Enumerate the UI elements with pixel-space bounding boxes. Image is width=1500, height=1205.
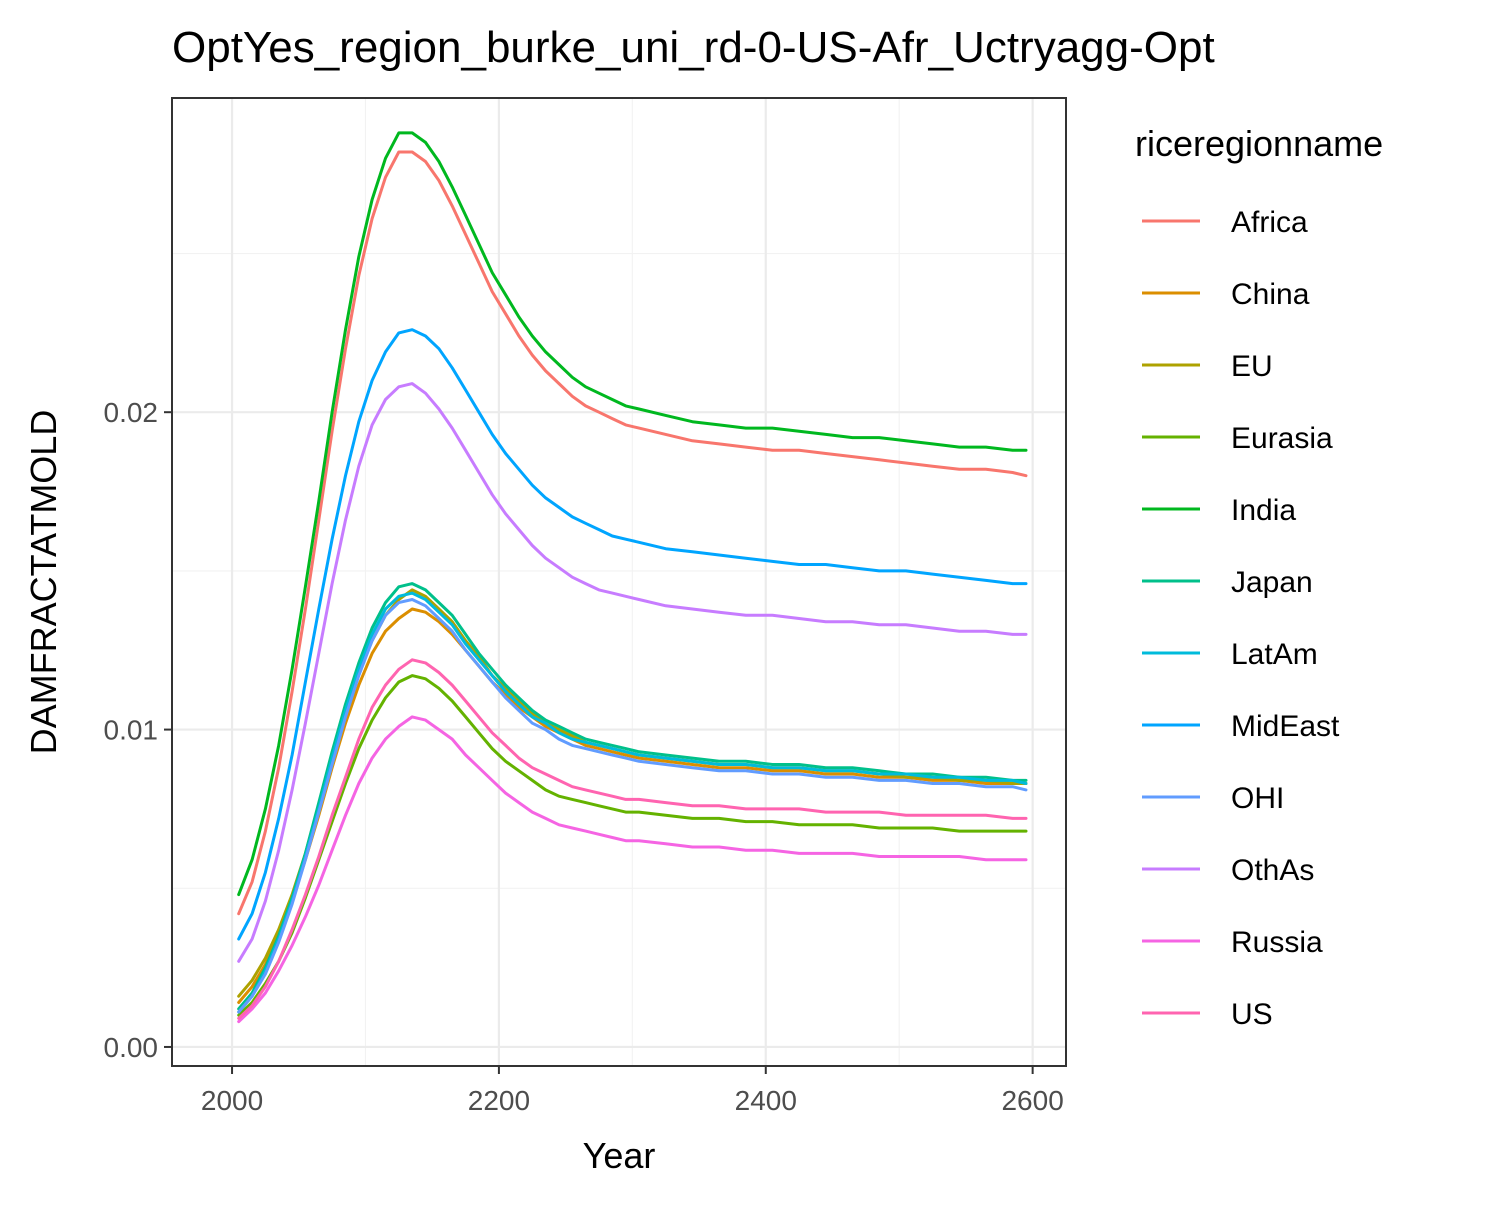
y-tick-label: 0.01	[104, 715, 159, 746]
series-line-us	[237, 658, 1028, 1020]
panel-background	[172, 98, 1066, 1066]
legend-label-eu: EU	[1231, 350, 1273, 383]
legend-label-africa: Africa	[1231, 206, 1308, 239]
x-tick-label: 2000	[201, 1085, 263, 1116]
series-line-latam	[237, 591, 1028, 1014]
x-tick-label: 2600	[1001, 1085, 1063, 1116]
series-line-othas	[237, 382, 1028, 963]
series-line-russia	[237, 715, 1028, 1024]
series-line-mideast	[237, 328, 1028, 941]
legend-label-russia: Russia	[1231, 926, 1323, 959]
legend-label-othas: OthAs	[1231, 854, 1314, 887]
legend-label-mideast: MidEast	[1231, 710, 1340, 743]
y-tick-label: 0.02	[104, 397, 159, 428]
legend: riceregionname Africa China EU Eurasia India…	[1135, 123, 1383, 1031]
legend-label-china: China	[1231, 278, 1310, 311]
minor-gridlines	[172, 98, 1066, 1066]
panel-border	[171, 97, 1067, 1067]
series-line-ohi	[237, 598, 1028, 1014]
legend-title: riceregionname	[1135, 123, 1383, 164]
series-line-africa	[237, 150, 1028, 916]
series-line-japan	[237, 582, 1028, 1011]
legend-label-eurasia: Eurasia	[1231, 422, 1333, 455]
x-axis: 2000 2200 2400 2600	[201, 1066, 1064, 1116]
major-gridlines	[172, 98, 1066, 1066]
series-lines	[237, 131, 1028, 1024]
legend-label-india: India	[1231, 494, 1296, 527]
chart-title: OptYes_region_burke_uni_rd-0-US-Afr_Uctr…	[172, 23, 1215, 72]
legend-label-japan: Japan	[1231, 566, 1313, 599]
y-tick-label: 0.00	[104, 1032, 159, 1063]
x-axis-title: Year	[583, 1135, 656, 1176]
legend-label-ohi: OHI	[1231, 782, 1284, 815]
series-line-eurasia	[237, 674, 1028, 1017]
series-line-india	[237, 131, 1028, 897]
legend-label-us: US	[1231, 998, 1273, 1031]
legend-label-latam: LatAm	[1231, 638, 1318, 671]
plot-panel	[171, 97, 1067, 1067]
x-tick-label: 2400	[735, 1085, 797, 1116]
y-axis: 0.00 0.01 0.02	[104, 397, 172, 1063]
legend-items: Africa China EU Eurasia India Japan LatAm MidEa…	[1142, 206, 1340, 1031]
y-axis-title: DAMFRACTATMOLD	[23, 410, 64, 755]
x-tick-label: 2200	[468, 1085, 530, 1116]
